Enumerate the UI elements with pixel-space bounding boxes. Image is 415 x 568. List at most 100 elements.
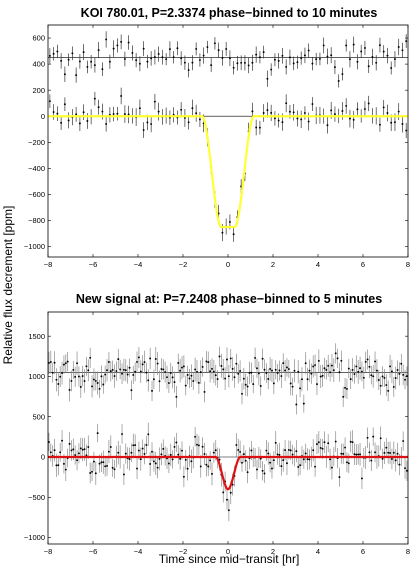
panel-2-data-point: [216, 378, 219, 380]
panel-2-data-point: [405, 375, 408, 378]
panel-2-data-point: [190, 374, 193, 377]
panel-2-data-point: [175, 441, 178, 444]
panel-2-data-point: [389, 452, 392, 454]
panel-1-data-point: [187, 121, 190, 124]
panel-1-data-point: [341, 109, 344, 112]
panel-2-data-point: [55, 378, 58, 381]
panel-1-data-point: [198, 59, 201, 62]
panel-2-data-point: [284, 449, 287, 452]
panel-2-data-point: [316, 443, 318, 446]
panel-2-data-point: [404, 378, 406, 381]
panel-1-data-point: [281, 121, 284, 124]
panel-2-data-point: [297, 370, 300, 373]
panel-2-data-point: [261, 357, 264, 360]
panel-2-data-point: [329, 458, 332, 461]
panel-2-data-point: [49, 451, 52, 454]
panel-1-data-point: [255, 53, 258, 56]
panel-2-data-point: [242, 453, 245, 456]
panel-2-data-point: [47, 361, 50, 364]
panel-1-data-point: [183, 61, 186, 64]
panel-2-data-point: [272, 459, 275, 462]
panel-2-data-point: [132, 444, 135, 447]
panel-2-data-point: [158, 457, 161, 460]
panel-2-data-point: [211, 472, 213, 475]
panel-2-data-point: [246, 471, 249, 474]
panel-1-data-point: [277, 59, 280, 62]
panel-2-data-point: [241, 392, 243, 395]
panel-2-data-point: [227, 509, 230, 512]
panel-2-x-tick-label: 8: [406, 547, 410, 556]
panel-1-transit-model-line: [47, 115, 409, 229]
panel-2-data-point: [286, 462, 288, 465]
panel-2-data-point: [194, 368, 197, 371]
panel-2-data-point: [332, 369, 335, 372]
panel-2-data-point: [261, 469, 264, 472]
panel-2-data-point: [381, 457, 384, 460]
panel-2-data-point: [162, 447, 165, 450]
panel-2-data-point: [287, 368, 290, 370]
panel-2-data-point: [402, 440, 405, 443]
panel-2-data-point: [330, 364, 333, 367]
panel-1-data-point: [97, 106, 100, 109]
panel-1-data-point: [292, 111, 295, 114]
panel-2-data-point: [201, 365, 204, 368]
panel-1-data-point: [341, 73, 344, 76]
panel-1-data-point: [108, 60, 111, 63]
panel-2-data-point: [143, 361, 146, 364]
panel-2-data-point: [345, 461, 348, 464]
panel-2-data-point: [179, 369, 182, 372]
panel-2-data-point: [302, 402, 305, 405]
panel-1-x-tick-label: −6: [89, 260, 98, 269]
panel-2-data-point: [92, 378, 95, 381]
panel-1-data-point: [221, 231, 224, 234]
panel-1-data-point: [82, 51, 85, 54]
panel-1-title: KOI 780.01, P=2.3374 phase−binned to 10 …: [81, 6, 378, 20]
panel-2-data-point: [289, 382, 292, 385]
panel-1-data-point: [363, 47, 366, 49]
panel-2-data-point: [209, 459, 212, 462]
panel-2-data-point: [357, 453, 360, 456]
panel-1-data-point: [277, 119, 280, 122]
panel-2-data-point: [329, 371, 332, 374]
panel-1-data-point: [356, 108, 359, 111]
panel-2-data-point: [147, 433, 150, 436]
panel-2-data-point: [398, 463, 401, 466]
panel-2-data-point: [85, 454, 88, 457]
panel-1-data-point: [131, 51, 134, 54]
panel-1-data-point: [120, 95, 123, 97]
panel-2-x-tick-label: 4: [316, 547, 320, 556]
panel-2-data-point: [137, 449, 140, 452]
panel-2-data-point: [171, 458, 174, 461]
panel-2-data-point: [387, 451, 390, 454]
panel-1-data-point: [206, 46, 209, 49]
panel-2-data-point: [107, 361, 110, 363]
panel-1-data-point: [330, 109, 333, 112]
panel-2-data-point: [96, 382, 99, 384]
panel-2-data-point: [239, 369, 242, 372]
panel-2-data-point: [203, 390, 206, 393]
panel-1-data-point: [150, 123, 153, 125]
panel-1-data-point: [292, 62, 295, 65]
panel-2-data-point: [256, 468, 258, 471]
panel-1-data-point: [172, 56, 175, 59]
panel-1-data-point: [101, 110, 104, 113]
panel-2-data-point: [207, 465, 210, 468]
panel-2-data-point: [119, 368, 122, 371]
panel-2-data-point: [128, 366, 131, 369]
panel-2-data-point: [265, 372, 268, 375]
panel-2-y-tick-label: −1000: [24, 533, 45, 542]
panel-1-data-point: [393, 121, 396, 124]
panel-2-data-point: [134, 444, 137, 447]
panel-2-data-point: [392, 451, 395, 454]
panel-2-data-point: [162, 368, 165, 371]
panel-2-data-point: [83, 448, 86, 451]
panel-1-data-point: [386, 54, 389, 57]
panel-2-data-point: [312, 449, 315, 452]
panel-2-data-point: [53, 361, 56, 364]
panel-2-data-point: [152, 378, 155, 381]
panel-2-data-point: [282, 459, 285, 462]
panel-1-data-point: [56, 112, 59, 115]
panel-1-data-point: [165, 58, 168, 61]
panel-2-data-point: [53, 449, 56, 452]
panel-2-data-point: [396, 369, 399, 371]
